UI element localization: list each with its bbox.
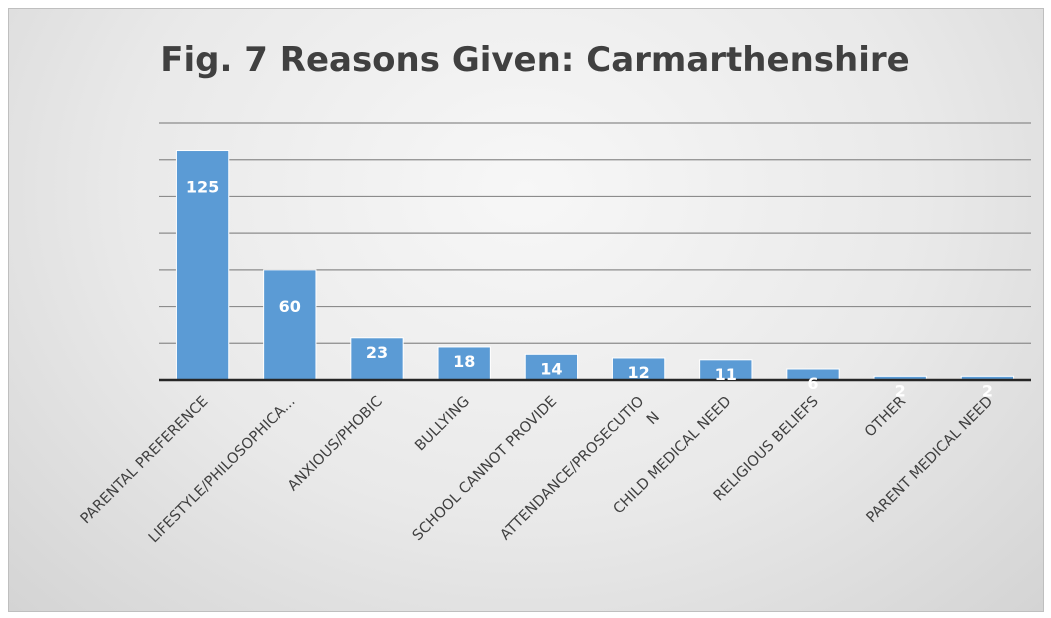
data-labels: 125 60 23 18 14 12 11 6 2 2 — [186, 178, 993, 401]
bar — [263, 269, 317, 381]
category-label-line: ANXIOUS/PHOBIC — [285, 394, 386, 495]
data-label: 125 — [186, 178, 219, 197]
data-label: 6 — [807, 374, 818, 393]
category-label-line: OTHER — [862, 394, 909, 441]
data-label: 11 — [715, 365, 737, 384]
bar — [350, 337, 404, 381]
data-label: 12 — [627, 363, 649, 382]
chart-frame: Fig. 7 Reasons Given: Carmarthenshire 12… — [8, 8, 1044, 612]
chart-title: Fig. 7 Reasons Given: Carmarthenshire — [160, 40, 909, 80]
category-label: BULLYING — [412, 394, 473, 455]
bars — [175, 150, 1015, 381]
data-label: 14 — [540, 359, 562, 378]
data-label: 2 — [982, 381, 993, 400]
data-label: 18 — [453, 352, 475, 371]
category-label-line: ATTENDANCE/PROSECUTIO — [498, 394, 648, 544]
category-label-line: N — [644, 409, 663, 428]
category-label: LIFESTYLE/PHILOSOPHICA... — [146, 394, 299, 547]
category-label-line: LIFESTYLE/PHILOSOPHICA... — [146, 394, 299, 547]
data-label: 23 — [366, 343, 388, 362]
data-label: 2 — [895, 381, 906, 400]
category-label: OTHER — [862, 394, 909, 441]
category-labels: PARENTAL PREFERENCELIFESTYLE/PHILOSOPHIC… — [78, 394, 996, 559]
category-label: SCHOOL CANNOT PROVIDE — [410, 394, 561, 545]
category-label: ANXIOUS/PHOBIC — [285, 394, 386, 495]
data-label: 60 — [279, 297, 301, 316]
category-label: ATTENDANCE/PROSECUTION — [498, 394, 663, 559]
bar — [437, 346, 491, 381]
bar-chart: Fig. 7 Reasons Given: Carmarthenshire 12… — [78, 40, 1031, 559]
category-label-line: SCHOOL CANNOT PROVIDE — [410, 394, 561, 545]
category-label-line: BULLYING — [412, 394, 473, 455]
